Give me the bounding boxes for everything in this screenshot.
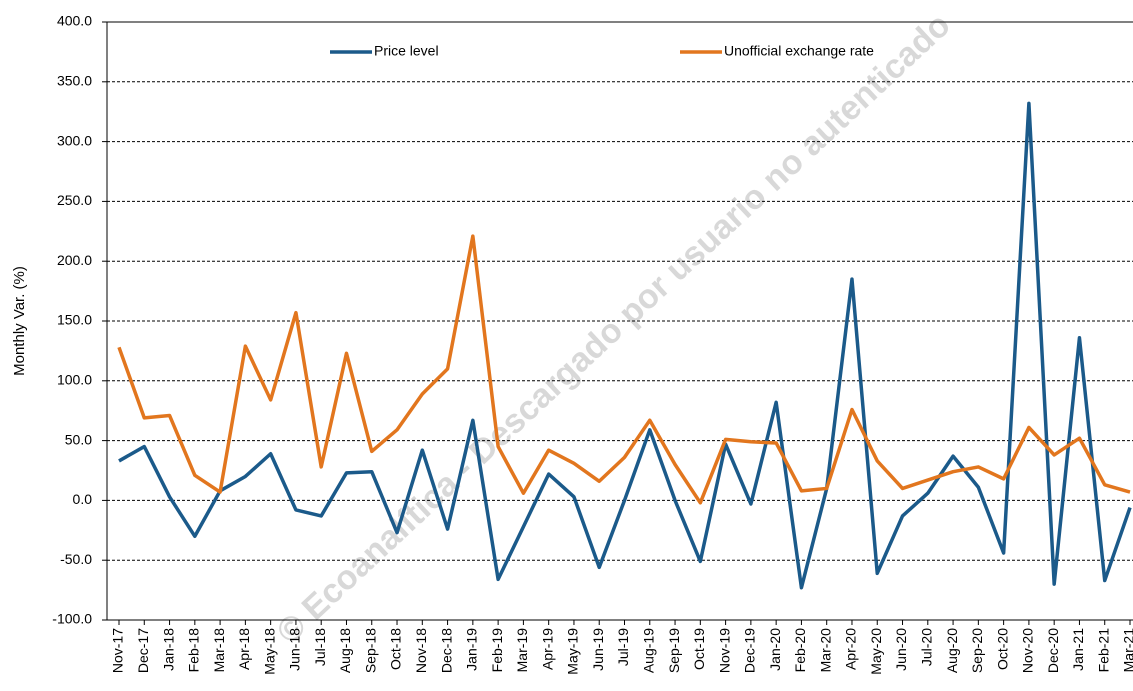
- x-tick-label: Aug-19: [640, 628, 656, 673]
- y-tick-label: 250.0: [57, 192, 92, 208]
- y-axis-label: Monthly Var. (%): [11, 266, 28, 376]
- x-tick-label: Aug-18: [337, 628, 353, 673]
- x-tick-label: Jan-18: [160, 628, 176, 671]
- y-tick-label: 0.0: [73, 491, 93, 507]
- x-tick-label: Oct-19: [691, 628, 707, 670]
- x-tick-label: Mar-19: [514, 628, 530, 673]
- x-tick-label: Dec-18: [438, 628, 454, 673]
- x-tick-label: Sep-18: [362, 628, 378, 673]
- x-tick-label: Jul-18: [312, 628, 328, 666]
- series-line: [117, 234, 1131, 505]
- y-tick-label: 150.0: [57, 312, 92, 328]
- x-tick-label: Jan-20: [767, 628, 783, 671]
- x-tick-label: Mar-18: [211, 628, 227, 673]
- x-tick-label: Oct-20: [994, 628, 1010, 670]
- x-tick-label: Nov-17: [110, 628, 126, 673]
- x-tick-label: Apr-19: [539, 628, 555, 670]
- x-tick-label: Nov-18: [413, 628, 429, 673]
- x-tick-label: Nov-20: [1020, 628, 1036, 673]
- x-tick-label: Apr-20: [843, 628, 859, 670]
- x-tick-label: May-19: [565, 628, 581, 675]
- x-tick-label: Feb-19: [489, 628, 505, 673]
- y-tick-label: 100.0: [57, 372, 92, 388]
- x-tick-label: Nov-19: [716, 628, 732, 673]
- y-tick-label: -100.0: [52, 611, 92, 627]
- x-tick-label: Sep-19: [666, 628, 682, 673]
- legend-label: Price level: [374, 43, 439, 59]
- x-tick-label: Jun-18: [287, 628, 303, 671]
- x-tick-label: Apr-18: [236, 628, 252, 670]
- x-tick-label: Feb-20: [792, 628, 808, 673]
- x-tick-label: Sep-20: [969, 628, 985, 673]
- y-tick-label: 350.0: [57, 73, 92, 89]
- series-line: [118, 101, 1132, 590]
- x-tick-label: Jan-21: [1070, 628, 1086, 671]
- x-tick-label: Oct-18: [388, 628, 404, 670]
- y-tick-label: 200.0: [57, 252, 92, 268]
- x-tick-label: Mar-21: [1121, 628, 1133, 673]
- x-tick-label: Mar-20: [817, 628, 833, 673]
- x-tick-label: Feb-18: [186, 628, 202, 673]
- y-tick-label: 400.0: [57, 13, 92, 29]
- y-tick-label: 300.0: [57, 132, 92, 148]
- x-tick-label: Feb-21: [1095, 628, 1111, 673]
- x-tick-label: Jul-20: [919, 628, 935, 666]
- x-tick-label: Dec-19: [742, 628, 758, 673]
- y-tick-label: -50.0: [60, 551, 92, 567]
- y-tick-label: 50.0: [65, 431, 92, 447]
- x-tick-label: Jun-19: [590, 628, 606, 671]
- x-tick-label: Jun-20: [893, 628, 909, 671]
- legend-label: Unofficial exchange rate: [724, 43, 874, 59]
- x-tick-label: May-18: [261, 628, 277, 675]
- x-tick-label: May-20: [868, 628, 884, 675]
- x-tick-label: Jan-19: [464, 628, 480, 671]
- x-tick-label: Dec-20: [1045, 628, 1061, 673]
- x-tick-label: Jul-19: [615, 628, 631, 666]
- x-tick-label: Dec-17: [135, 628, 151, 673]
- x-tick-label: Aug-20: [944, 628, 960, 673]
